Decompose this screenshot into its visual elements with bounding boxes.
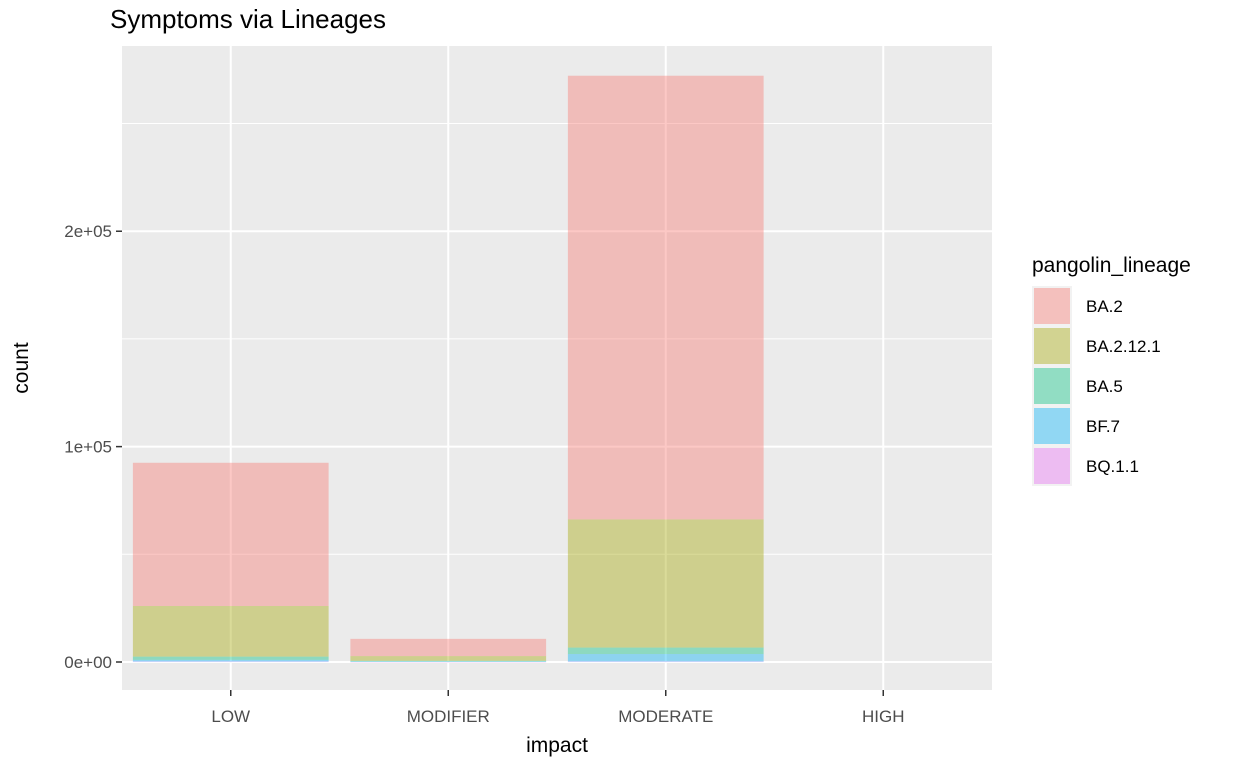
legend-key-background bbox=[1032, 326, 1072, 366]
x-tick-label: MODERATE bbox=[618, 707, 713, 726]
x-tick-label: MODIFIER bbox=[407, 707, 490, 726]
bar-segment bbox=[132, 661, 329, 663]
y-axis: 0e+00 1e+05 2e+05 bbox=[64, 222, 122, 672]
legend-title: pangolin_lineage bbox=[1032, 254, 1191, 277]
legend-key-background bbox=[1032, 286, 1072, 326]
bar-segment bbox=[350, 661, 547, 663]
bar-segment bbox=[567, 654, 764, 662]
bar-segment bbox=[132, 659, 329, 662]
y-axis-title: count bbox=[10, 342, 33, 394]
bar-segment bbox=[132, 462, 329, 606]
y-tick-label: 1e+05 bbox=[64, 438, 112, 457]
bars bbox=[132, 75, 764, 663]
bar-segment bbox=[132, 606, 329, 657]
legend-label: BA.5 bbox=[1086, 377, 1123, 396]
legend-key-background bbox=[1032, 446, 1072, 486]
legend-label: BA.2 bbox=[1086, 297, 1123, 316]
plot-panel bbox=[122, 46, 992, 690]
legend-label: BA.2.12.1 bbox=[1086, 337, 1161, 356]
legend-key-background bbox=[1032, 366, 1072, 406]
legend-label: BQ.1.1 bbox=[1086, 457, 1139, 476]
legend-swatch bbox=[1034, 368, 1070, 404]
bar-segment bbox=[350, 656, 547, 661]
legend-swatch bbox=[1034, 408, 1070, 444]
y-tick-label: 2e+05 bbox=[64, 222, 112, 241]
legend-swatch bbox=[1034, 288, 1070, 324]
legend-label: BF.7 bbox=[1086, 417, 1120, 436]
legend-swatch bbox=[1034, 448, 1070, 484]
x-tick-label: HIGH bbox=[862, 707, 905, 726]
bar-segment bbox=[132, 656, 329, 660]
legend: pangolin_lineage BA.2 BA.2.12.1 BA.5 BF.7 BQ… bbox=[1032, 254, 1191, 486]
grid-lines bbox=[122, 46, 992, 690]
x-axis-title: impact bbox=[526, 734, 588, 757]
bar-segment bbox=[567, 75, 764, 520]
bar-segment bbox=[567, 661, 764, 663]
bar-segment bbox=[350, 638, 547, 657]
chart-title: Symptoms via Lineages bbox=[110, 4, 386, 34]
x-tick-label: LOW bbox=[211, 707, 250, 726]
bar-segment bbox=[350, 661, 547, 662]
bar-segment bbox=[567, 519, 764, 648]
legend-key-background bbox=[1032, 406, 1072, 446]
x-axis: LOW MODIFIER MODERATE HIGH bbox=[211, 690, 905, 726]
legend-swatch bbox=[1034, 328, 1070, 364]
bar-segment bbox=[567, 647, 764, 655]
bar-segment bbox=[350, 660, 547, 662]
y-tick-label: 0e+00 bbox=[64, 653, 112, 672]
